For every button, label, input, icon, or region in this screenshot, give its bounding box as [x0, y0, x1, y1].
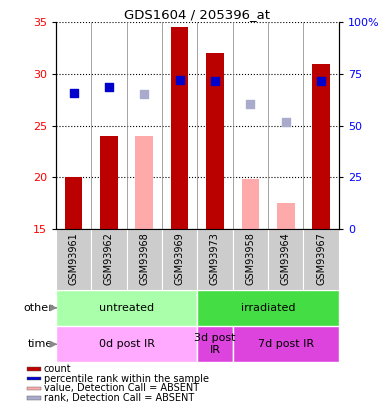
- Bar: [91, 229, 127, 290]
- Bar: [206, 53, 224, 229]
- Text: GSM93969: GSM93969: [175, 232, 185, 285]
- Text: GSM93968: GSM93968: [139, 232, 149, 285]
- Bar: [162, 229, 197, 290]
- Bar: [197, 290, 339, 326]
- Text: untreated: untreated: [99, 303, 154, 313]
- Bar: [27, 387, 41, 390]
- Text: 7d post IR: 7d post IR: [258, 339, 314, 349]
- Bar: [27, 367, 41, 371]
- Text: 3d post
IR: 3d post IR: [194, 333, 236, 355]
- Bar: [197, 326, 233, 362]
- Bar: [56, 229, 91, 290]
- Point: [106, 84, 112, 91]
- Bar: [233, 229, 268, 290]
- Bar: [56, 326, 197, 362]
- Text: value, Detection Call = ABSENT: value, Detection Call = ABSENT: [44, 384, 199, 393]
- Bar: [56, 290, 197, 326]
- Bar: [100, 136, 118, 229]
- Text: GSM93973: GSM93973: [210, 232, 220, 285]
- Text: count: count: [44, 364, 72, 374]
- Text: GSM93958: GSM93958: [245, 232, 255, 285]
- Point: [283, 119, 289, 126]
- Point: [177, 77, 183, 83]
- Bar: [171, 28, 189, 229]
- Bar: [241, 179, 259, 229]
- Bar: [127, 229, 162, 290]
- Text: 0d post IR: 0d post IR: [99, 339, 154, 349]
- Text: percentile rank within the sample: percentile rank within the sample: [44, 374, 209, 384]
- Bar: [197, 229, 233, 290]
- Bar: [312, 64, 330, 229]
- Point: [247, 100, 253, 107]
- Bar: [303, 229, 339, 290]
- Bar: [65, 177, 82, 229]
- Text: GSM93962: GSM93962: [104, 232, 114, 285]
- Text: GSM93964: GSM93964: [281, 232, 291, 285]
- Point: [70, 89, 77, 96]
- Bar: [27, 377, 41, 380]
- Title: GDS1604 / 205396_at: GDS1604 / 205396_at: [124, 8, 270, 21]
- Text: time: time: [28, 339, 53, 349]
- Bar: [268, 229, 303, 290]
- Text: irradiated: irradiated: [241, 303, 295, 313]
- Text: GSM93967: GSM93967: [316, 232, 326, 285]
- Text: rank, Detection Call = ABSENT: rank, Detection Call = ABSENT: [44, 393, 194, 403]
- Point: [318, 78, 324, 84]
- Bar: [277, 203, 295, 229]
- Point: [141, 90, 147, 97]
- Text: other: other: [23, 303, 53, 313]
- Bar: [27, 396, 41, 400]
- Bar: [136, 136, 153, 229]
- Text: GSM93961: GSM93961: [69, 232, 79, 285]
- Bar: [233, 326, 339, 362]
- Point: [212, 78, 218, 84]
